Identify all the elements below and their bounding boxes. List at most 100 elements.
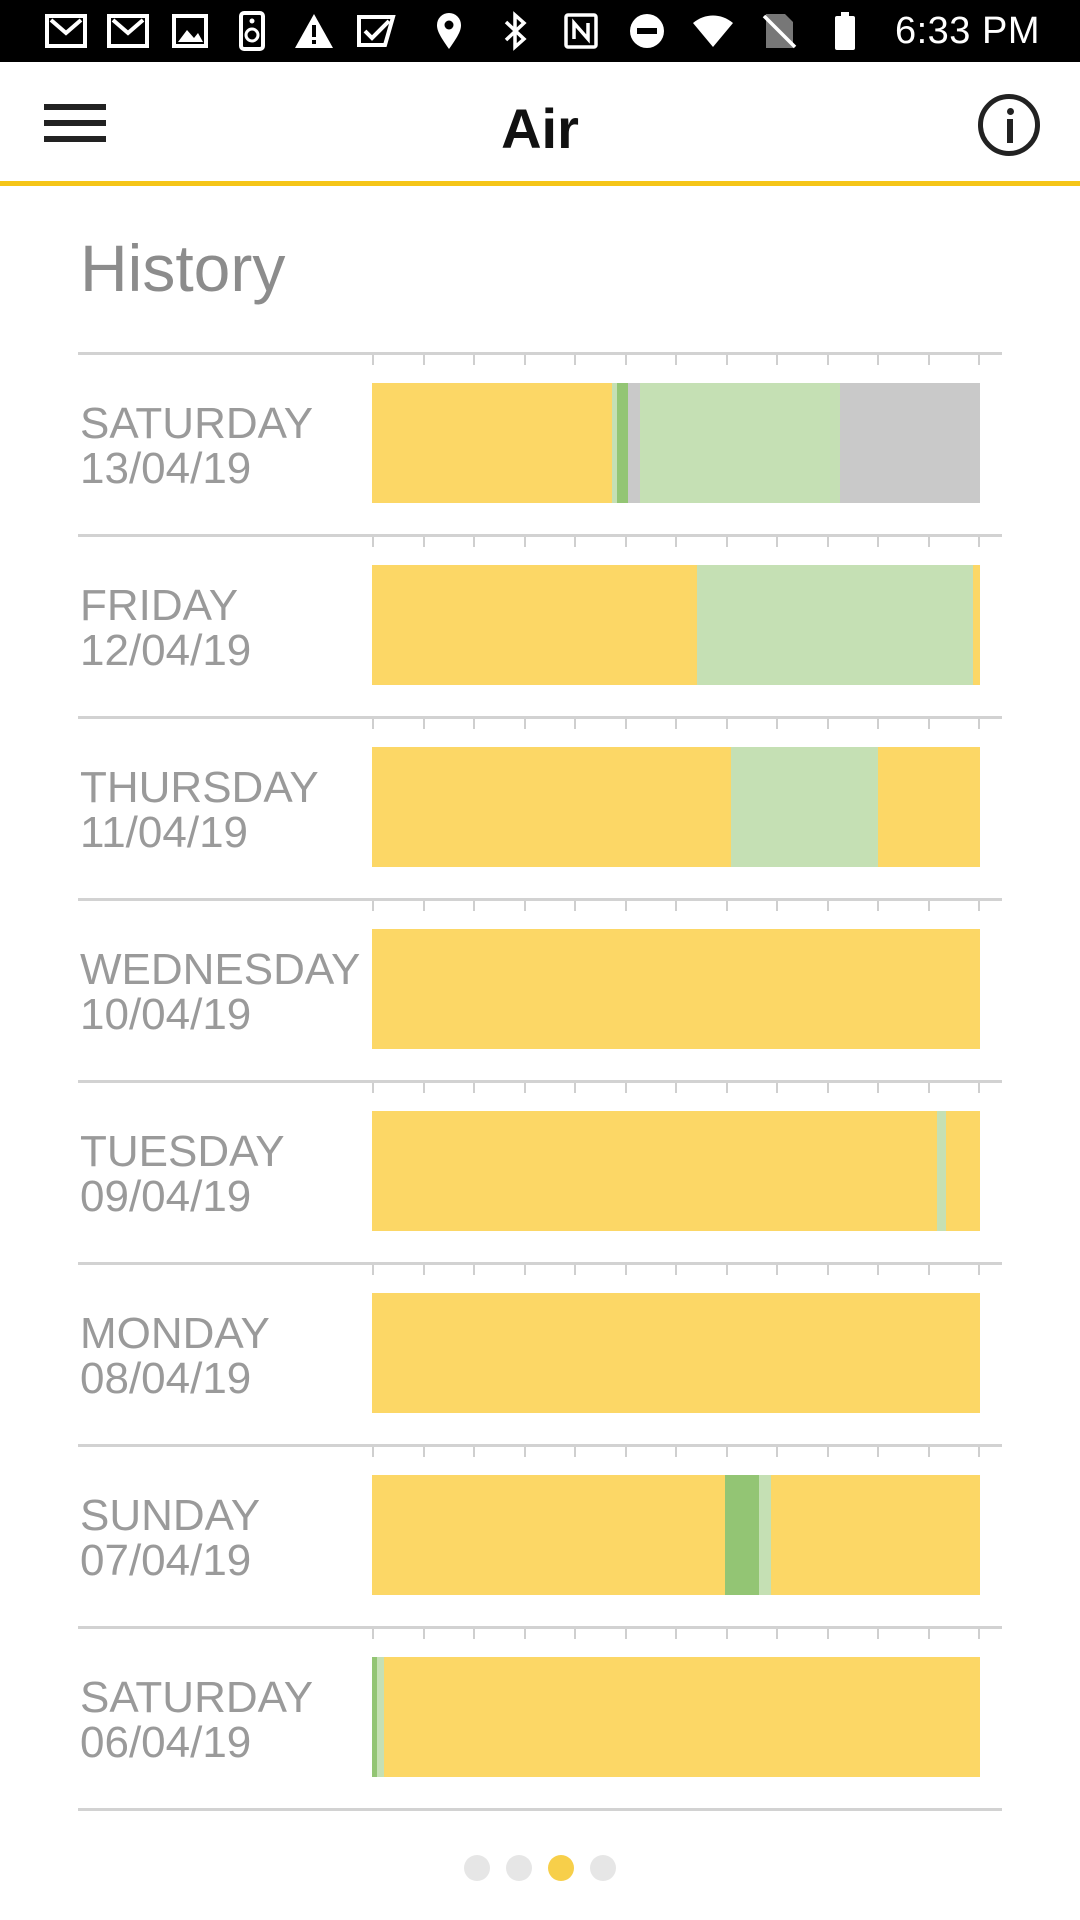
history-row: SATURDAY 13/04/19 xyxy=(78,352,1002,534)
tick-mark xyxy=(473,1265,475,1275)
history-row: TUESDAY 09/04/19 xyxy=(78,1080,1002,1262)
tick-mark xyxy=(776,537,778,547)
timeline-segment-light-green xyxy=(759,1475,772,1595)
tick-mark xyxy=(574,355,576,365)
tick-mark xyxy=(927,1265,930,1275)
page-dot[interactable] xyxy=(590,1855,616,1881)
tick-mark xyxy=(675,355,677,365)
tick-mark xyxy=(372,1447,374,1457)
timeline-segment-light-green xyxy=(376,1657,385,1777)
tick-mark xyxy=(675,901,677,911)
day-label: WEDNESDAY 10/04/19 xyxy=(80,947,360,1037)
timeline-ticks xyxy=(372,1629,984,1639)
tick-mark xyxy=(624,355,627,365)
tick-mark xyxy=(927,1629,930,1639)
tick-mark xyxy=(473,355,475,365)
wifi-icon xyxy=(691,11,735,51)
day-label: SATURDAY 13/04/19 xyxy=(80,401,313,491)
gmail-icon xyxy=(106,11,150,51)
tick-mark xyxy=(372,901,374,911)
day-name: FRIDAY xyxy=(80,581,239,630)
timeline-segment-light-green xyxy=(612,383,618,503)
timeline-segment-gray xyxy=(627,383,640,503)
air-quality-timeline-bar[interactable] xyxy=(372,383,980,503)
timeline-ticks xyxy=(372,1447,984,1457)
day-name: MONDAY xyxy=(80,1309,270,1358)
tick-mark xyxy=(725,1265,728,1275)
tick-mark xyxy=(776,355,778,365)
tick-mark xyxy=(675,719,677,729)
tick-mark xyxy=(523,719,526,729)
air-quality-timeline-bar[interactable] xyxy=(372,929,980,1049)
tick-mark xyxy=(624,719,627,729)
air-quality-timeline-bar[interactable] xyxy=(372,1293,980,1413)
timeline-segment-light-green xyxy=(697,565,973,685)
air-quality-timeline-bar[interactable] xyxy=(372,747,980,867)
timeline-segment-yellow xyxy=(877,747,980,867)
gmail-icon xyxy=(44,11,88,51)
tick-mark xyxy=(978,1447,980,1457)
nfc-icon xyxy=(559,11,603,51)
timeline-segment-yellow xyxy=(771,1475,980,1595)
tick-mark xyxy=(574,1447,576,1457)
check-icon xyxy=(354,11,398,51)
timeline-segment-yellow xyxy=(972,565,980,685)
day-label: THURSDAY 11/04/19 xyxy=(80,765,319,855)
tick-mark xyxy=(372,1083,374,1093)
tick-mark xyxy=(927,901,930,911)
tick-mark xyxy=(826,719,829,729)
tick-mark xyxy=(927,1083,930,1093)
tick-mark xyxy=(422,355,425,365)
timeline-segment-yellow xyxy=(372,565,698,685)
timeline-segment-green xyxy=(372,1657,377,1777)
tick-mark xyxy=(473,1447,475,1457)
tick-mark xyxy=(927,355,930,365)
timeline-segment-light-green xyxy=(937,1111,946,1231)
tick-mark xyxy=(422,1629,425,1639)
page-dot[interactable] xyxy=(506,1855,532,1881)
app-bar: Air xyxy=(0,62,1080,186)
timeline-segment-light-green xyxy=(639,383,841,503)
day-name: SUNDAY xyxy=(80,1491,261,1540)
tick-mark xyxy=(473,1083,475,1093)
tick-mark xyxy=(473,1629,475,1639)
day-date: 11/04/19 xyxy=(80,808,249,857)
air-quality-timeline-bar[interactable] xyxy=(372,1657,980,1777)
day-label: TUESDAY 09/04/19 xyxy=(80,1129,285,1219)
tick-mark xyxy=(675,1083,677,1093)
history-row: SATURDAY 06/04/19 xyxy=(78,1626,1002,1811)
air-quality-timeline-bar[interactable] xyxy=(372,565,980,685)
tick-mark xyxy=(776,719,778,729)
tick-mark xyxy=(422,901,425,911)
tick-mark xyxy=(826,1447,829,1457)
day-date: 12/04/19 xyxy=(80,626,252,675)
hamburger-menu-icon[interactable] xyxy=(40,98,110,148)
tick-mark xyxy=(725,355,728,365)
timeline-ticks xyxy=(372,537,984,547)
air-quality-timeline-bar[interactable] xyxy=(372,1111,980,1231)
tick-mark xyxy=(372,1629,374,1639)
day-label: SUNDAY 07/04/19 xyxy=(80,1493,260,1583)
tick-mark xyxy=(523,1629,526,1639)
tick-mark xyxy=(624,1629,627,1639)
tick-mark xyxy=(877,537,879,547)
tick-mark xyxy=(624,901,627,911)
tick-mark xyxy=(523,355,526,365)
tick-mark xyxy=(523,901,526,911)
tick-mark xyxy=(473,537,475,547)
system-icons: 6:33 PM xyxy=(427,10,1040,53)
page-dot[interactable] xyxy=(464,1855,490,1881)
timeline-segment-yellow xyxy=(372,747,731,867)
tick-mark xyxy=(624,1265,627,1275)
page-dot[interactable] xyxy=(548,1855,574,1881)
air-quality-timeline-bar[interactable] xyxy=(372,1475,980,1595)
tick-mark xyxy=(725,719,728,729)
timeline-ticks xyxy=(372,1083,984,1093)
history-row: THURSDAY 11/04/19 xyxy=(78,716,1002,898)
tick-mark xyxy=(574,1629,576,1639)
tick-mark xyxy=(877,1629,879,1639)
info-icon[interactable] xyxy=(978,94,1040,156)
tick-mark xyxy=(725,1083,728,1093)
tick-mark xyxy=(978,1629,980,1639)
tick-mark xyxy=(574,901,576,911)
